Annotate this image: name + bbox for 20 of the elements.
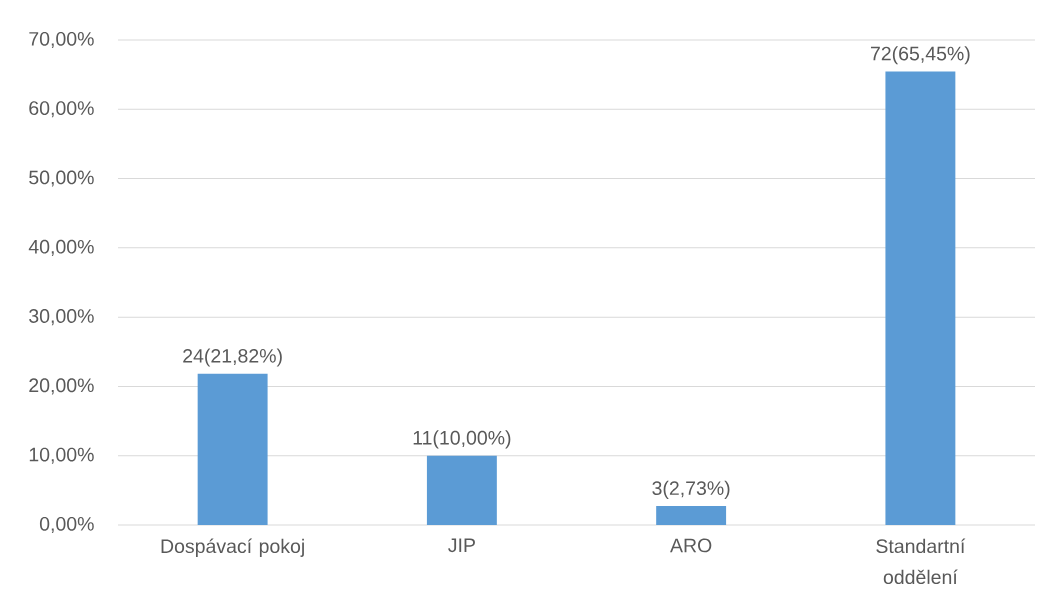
y-tick-label: 30,00% — [29, 309, 94, 326]
y-tick-label: 50,00% — [29, 170, 94, 187]
bar — [885, 71, 956, 525]
data-label: 72(65,45%) — [870, 46, 970, 65]
data-label: 3(2,73%) — [652, 480, 730, 499]
x-tick-label: JIP — [448, 538, 475, 553]
x-tick-label: Dospávací pokoj — [161, 538, 304, 557]
y-tick-label: 20,00% — [29, 378, 94, 395]
bar — [426, 455, 497, 525]
y-tick-label: 70,00% — [29, 31, 94, 49]
y-tick-label: 0,00% — [39, 516, 94, 534]
bar — [656, 506, 727, 525]
y-tick-label: 40,00% — [28, 239, 94, 256]
data-label: 24(21,82%) — [183, 348, 282, 367]
x-tick-label: Standartní oddělení — [876, 538, 966, 585]
bar — [197, 373, 268, 525]
data-label: 11(10,00%) — [413, 430, 511, 449]
y-tick-label: 10,00% — [29, 447, 94, 464]
y-tick-label: 60,00% — [29, 101, 94, 118]
x-tick-label: ARO — [670, 538, 712, 553]
